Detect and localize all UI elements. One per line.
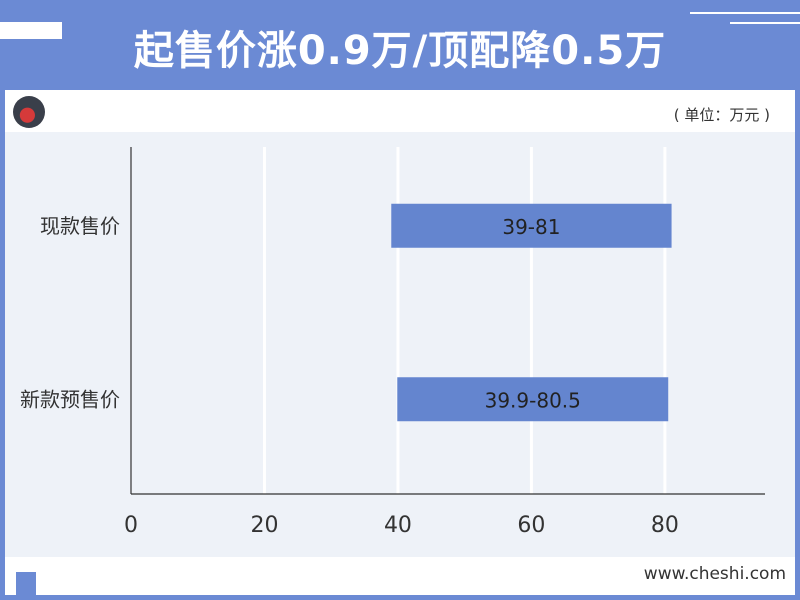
plot-area-background <box>5 132 795 557</box>
bar <box>391 203 672 248</box>
x-tick-label: 60 <box>517 513 545 538</box>
car-icon <box>13 96 45 128</box>
bar-data-label: 39-81 <box>502 215 560 239</box>
header-decoration-line <box>730 22 800 24</box>
bar <box>397 377 669 422</box>
category-label: 新款预售价 <box>20 387 120 411</box>
category-label: 现款售价 <box>40 214 120 238</box>
x-tick-label: 40 <box>384 513 412 538</box>
footer-decoration <box>16 572 36 600</box>
x-tick-label: 0 <box>124 513 138 538</box>
header-bar: 起售价涨0.9万/顶配降0.5万 <box>0 0 800 88</box>
page-title: 起售价涨0.9万/顶配降0.5万 <box>133 28 667 74</box>
header-decoration <box>0 22 62 39</box>
unit-label: ( 单位：万元 ) <box>673 106 770 124</box>
x-tick-label: 20 <box>250 513 278 538</box>
header-decoration-line <box>690 12 800 14</box>
x-tick-label: 80 <box>651 513 679 538</box>
bar-data-label: 39.9-80.5 <box>485 388 581 412</box>
source-label: www.cheshi.com <box>643 564 786 584</box>
